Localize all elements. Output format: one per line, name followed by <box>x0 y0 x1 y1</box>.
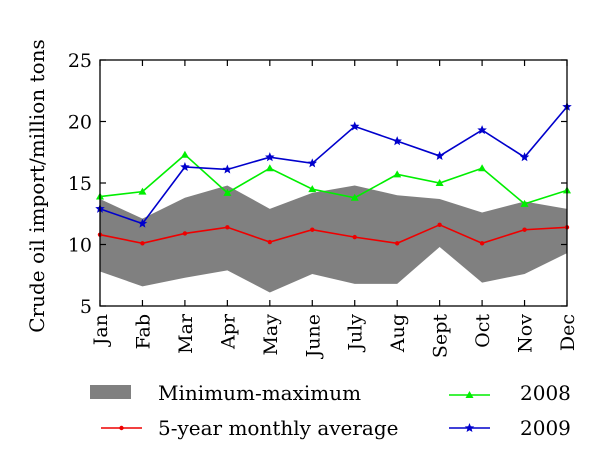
data-point <box>352 234 357 240</box>
data-point <box>222 164 233 174</box>
data-point <box>225 225 230 230</box>
min-max-band <box>100 185 567 293</box>
data-point <box>140 241 145 246</box>
data-point <box>349 121 360 131</box>
data-point <box>223 188 232 196</box>
legend-swatch <box>90 385 131 399</box>
x-tick-label: Mar <box>175 313 197 354</box>
y-tick-label: 15 <box>68 173 92 195</box>
legend-label: 2008 <box>520 381 571 405</box>
data-point <box>435 179 444 186</box>
legend-label: 2009 <box>520 416 571 440</box>
data-point <box>180 162 190 172</box>
legend-item: 2009 <box>449 416 571 440</box>
x-tick-label: May <box>260 314 282 356</box>
data-point <box>477 125 487 135</box>
x-tick-label: Nov <box>515 314 537 353</box>
data-point <box>437 222 442 228</box>
y-tick-label: 25 <box>68 50 92 72</box>
data-point <box>479 241 485 246</box>
series-line <box>99 106 568 225</box>
lines-layer <box>95 101 572 246</box>
ticks-layer: 5 10 15 20 25 Jan Fab Mar Apr May June July Aug Sept O… <box>68 50 579 359</box>
legend-marker <box>119 425 124 431</box>
data-point <box>180 150 189 158</box>
data-point <box>522 227 527 232</box>
data-point <box>393 170 402 178</box>
legend: Minimum-maximum 5-year monthly average 200… <box>90 381 571 440</box>
series-1 <box>96 150 571 207</box>
data-point <box>310 227 315 232</box>
legend-label: Minimum-maximum <box>158 381 361 405</box>
data-point <box>350 193 359 201</box>
data-point <box>265 164 274 172</box>
series-line <box>99 153 568 205</box>
x-tick-label: Sept <box>430 314 452 358</box>
x-tick-label: Oct <box>472 314 494 348</box>
x-tick-label: Fab <box>132 314 154 349</box>
x-tick-label: June <box>302 314 324 359</box>
data-point <box>307 158 318 168</box>
data-point <box>520 199 529 207</box>
x-tick-label: July <box>345 314 367 353</box>
data-point <box>138 187 147 195</box>
series-0 <box>97 222 570 246</box>
x-tick-label: Dec <box>557 314 579 351</box>
legend-marker <box>465 391 474 398</box>
data-point <box>182 231 188 236</box>
data-point <box>267 239 273 245</box>
data-point <box>434 150 445 160</box>
x-tick-label: Jan <box>90 314 112 347</box>
series-line <box>99 223 568 245</box>
data-point <box>478 164 487 172</box>
data-point <box>392 136 402 146</box>
legend-label: 5-year monthly average <box>158 416 399 440</box>
x-tick-label: Apr <box>217 313 239 350</box>
legend-item: 5-year monthly average <box>101 416 399 440</box>
y-axis-label: Crude oil import/million tons <box>25 39 49 333</box>
data-point <box>519 152 530 162</box>
y-tick-label: 20 <box>68 112 92 134</box>
legend-marker <box>464 423 475 433</box>
legend-item: Minimum-maximum <box>90 381 361 405</box>
y-tick-label: 10 <box>68 235 92 257</box>
band-layer <box>100 185 567 293</box>
data-point <box>137 218 148 228</box>
x-tick-label: Aug <box>387 314 409 353</box>
data-point <box>265 152 275 162</box>
legend-item: 2008 <box>449 381 571 405</box>
y-tick-label: 5 <box>80 296 92 318</box>
data-point <box>308 185 317 193</box>
data-point <box>394 241 400 246</box>
